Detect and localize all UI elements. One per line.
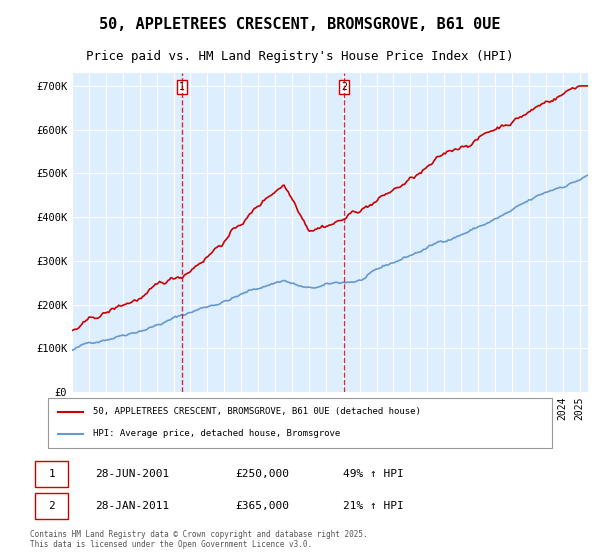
Text: £250,000: £250,000 xyxy=(235,469,289,479)
Text: Contains HM Land Registry data © Crown copyright and database right 2025.
This d: Contains HM Land Registry data © Crown c… xyxy=(30,530,368,549)
Text: £365,000: £365,000 xyxy=(235,501,289,511)
Text: 21% ↑ HPI: 21% ↑ HPI xyxy=(343,501,404,511)
Text: 2: 2 xyxy=(48,501,55,511)
Text: Price paid vs. HM Land Registry's House Price Index (HPI): Price paid vs. HM Land Registry's House … xyxy=(86,50,514,63)
Text: 1: 1 xyxy=(48,469,55,479)
Text: 49% ↑ HPI: 49% ↑ HPI xyxy=(343,469,404,479)
FancyBboxPatch shape xyxy=(35,493,68,519)
Text: 50, APPLETREES CRESCENT, BROMSGROVE, B61 0UE: 50, APPLETREES CRESCENT, BROMSGROVE, B61… xyxy=(99,17,501,32)
Text: 2: 2 xyxy=(341,82,347,92)
Text: 50, APPLETREES CRESCENT, BROMSGROVE, B61 0UE (detached house): 50, APPLETREES CRESCENT, BROMSGROVE, B61… xyxy=(94,407,421,416)
FancyBboxPatch shape xyxy=(35,461,68,487)
Text: 28-JUN-2001: 28-JUN-2001 xyxy=(95,469,169,479)
Text: 28-JAN-2011: 28-JAN-2011 xyxy=(95,501,169,511)
FancyBboxPatch shape xyxy=(48,398,552,448)
Text: HPI: Average price, detached house, Bromsgrove: HPI: Average price, detached house, Brom… xyxy=(94,430,341,438)
Text: 1: 1 xyxy=(179,82,185,92)
